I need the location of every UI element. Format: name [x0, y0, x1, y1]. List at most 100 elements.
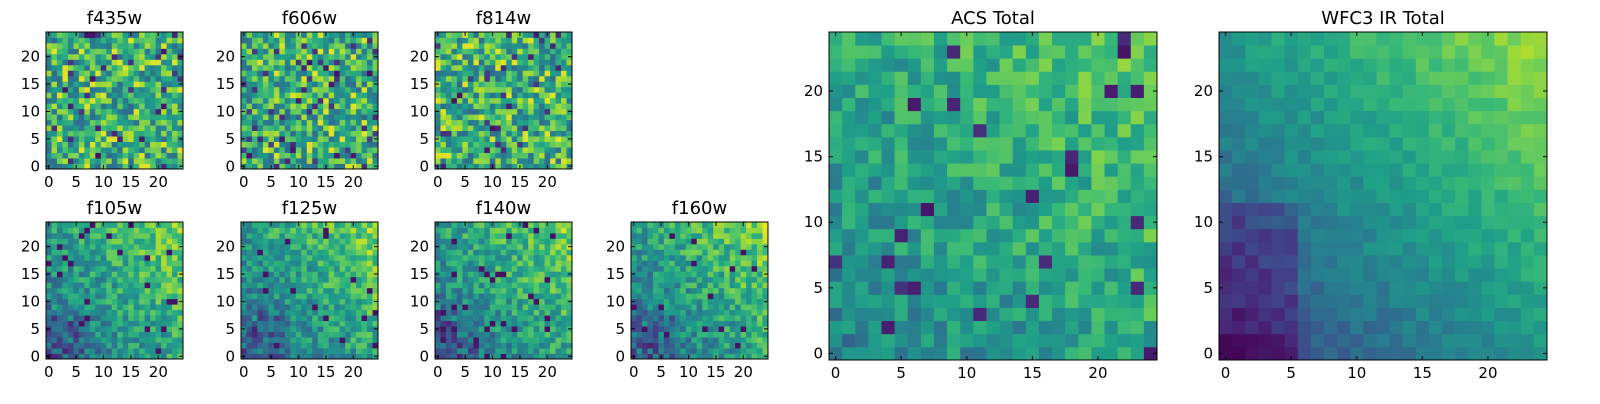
- heatmap-cell: [172, 321, 178, 327]
- heatmap-cell: [117, 343, 123, 349]
- heatmap-cell: [1026, 216, 1040, 230]
- heatmap-cell: [329, 87, 335, 93]
- heatmap-cell: [697, 321, 703, 327]
- heatmap-cell: [545, 147, 551, 153]
- heatmap-cell: [855, 216, 869, 230]
- heatmap-cell: [973, 347, 987, 361]
- x-tick-label: 15: [121, 173, 140, 191]
- heatmap-cell: [84, 271, 90, 277]
- heatmap-cell: [752, 222, 758, 228]
- heatmap-cell: [73, 87, 79, 93]
- heatmap-cell: [312, 244, 318, 250]
- heatmap-cell: [51, 142, 57, 148]
- heatmap-cell: [545, 131, 551, 137]
- heatmap-cell: [318, 260, 324, 266]
- heatmap-cell: [713, 277, 719, 283]
- heatmap-cell: [735, 332, 741, 338]
- heatmap-cell: [451, 282, 457, 288]
- heatmap-cell: [172, 136, 178, 142]
- heatmap-cell: [345, 337, 351, 343]
- heatmap-cell: [986, 321, 1000, 335]
- heatmap-cell: [1065, 334, 1079, 348]
- heatmap-cell: [356, 255, 362, 261]
- heatmap-cell: [757, 293, 763, 299]
- heatmap-cell: [1118, 281, 1132, 295]
- heatmap-cell: [528, 142, 534, 148]
- heatmap-cell: [528, 103, 534, 109]
- heatmap-cell: [301, 299, 307, 305]
- heatmap-cell: [57, 70, 63, 76]
- heatmap-cell: [161, 238, 167, 244]
- heatmap-cell: [479, 59, 485, 65]
- heatmap-cell: [642, 244, 648, 250]
- heatmap-cell: [57, 332, 63, 338]
- heatmap-cell: [296, 153, 302, 159]
- heatmap-cell: [117, 321, 123, 327]
- heatmap-cell: [468, 131, 474, 137]
- heatmap-cell: [285, 299, 291, 305]
- heatmap-cell: [746, 343, 752, 349]
- heatmap-cell: [318, 153, 324, 159]
- heatmap-cell: [51, 120, 57, 126]
- heatmap-cell: [468, 76, 474, 82]
- heatmap-cell: [752, 321, 758, 327]
- heatmap-cell: [1013, 347, 1027, 361]
- heatmap-cell: [1039, 281, 1053, 295]
- heatmap-cell: [123, 277, 129, 283]
- heatmap-cell: [669, 238, 675, 244]
- heatmap-cell: [274, 147, 280, 153]
- heatmap-cell: [908, 281, 922, 295]
- heatmap-cell: [435, 255, 441, 261]
- heatmap-cell: [307, 98, 313, 104]
- heatmap-cell: [501, 92, 507, 98]
- heatmap-cell: [279, 310, 285, 316]
- heatmap-cell: [51, 238, 57, 244]
- heatmap-cell: [117, 233, 123, 239]
- heatmap-cell: [1118, 308, 1132, 322]
- heatmap-cell: [757, 343, 763, 349]
- heatmap-cell: [680, 233, 686, 239]
- heatmap-cell: [484, 337, 490, 343]
- heatmap-cell: [561, 227, 567, 233]
- heatmap-cell: [446, 48, 452, 54]
- heatmap-cell: [90, 299, 96, 305]
- heatmap-cell: [252, 288, 258, 294]
- heatmap-cell: [468, 288, 474, 294]
- heatmap-cell: [495, 147, 501, 153]
- heatmap-cell: [62, 109, 68, 115]
- heatmap-cell: [435, 233, 441, 239]
- heatmap-cell: [490, 315, 496, 321]
- heatmap-cell: [495, 81, 501, 87]
- heatmap-cell: [106, 282, 112, 288]
- heatmap-cell: [1105, 321, 1119, 335]
- heatmap-cell: [345, 282, 351, 288]
- heatmap-cell: [274, 288, 280, 294]
- heatmap-cell: [367, 92, 373, 98]
- heatmap-cell: [986, 163, 1000, 177]
- heatmap-cell: [156, 92, 162, 98]
- heatmap-cell: [323, 282, 329, 288]
- heatmap-cell: [241, 125, 247, 131]
- heatmap-cell: [735, 321, 741, 327]
- heatmap-cell: [440, 288, 446, 294]
- heatmap-cell: [468, 321, 474, 327]
- heatmap-cell: [301, 332, 307, 338]
- heatmap-cell: [829, 268, 843, 282]
- heatmap-cell: [517, 59, 523, 65]
- heatmap-cell: [257, 348, 263, 354]
- heatmap-cell: [545, 142, 551, 148]
- heatmap-cell: [468, 147, 474, 153]
- heatmap-cell: [161, 332, 167, 338]
- heatmap-cell: [123, 109, 129, 115]
- heatmap-cell: [90, 87, 96, 93]
- heatmap-cell: [68, 114, 74, 120]
- heatmap-cell: [517, 153, 523, 159]
- heatmap-cell: [285, 337, 291, 343]
- heatmap-cell: [263, 142, 269, 148]
- heatmap-cell: [323, 326, 329, 332]
- heatmap-cell: [95, 142, 101, 148]
- heatmap-cell: [128, 244, 134, 250]
- heatmap-cell: [512, 227, 518, 233]
- heatmap-cell: [351, 65, 357, 71]
- y-tick-label: 10: [410, 102, 429, 120]
